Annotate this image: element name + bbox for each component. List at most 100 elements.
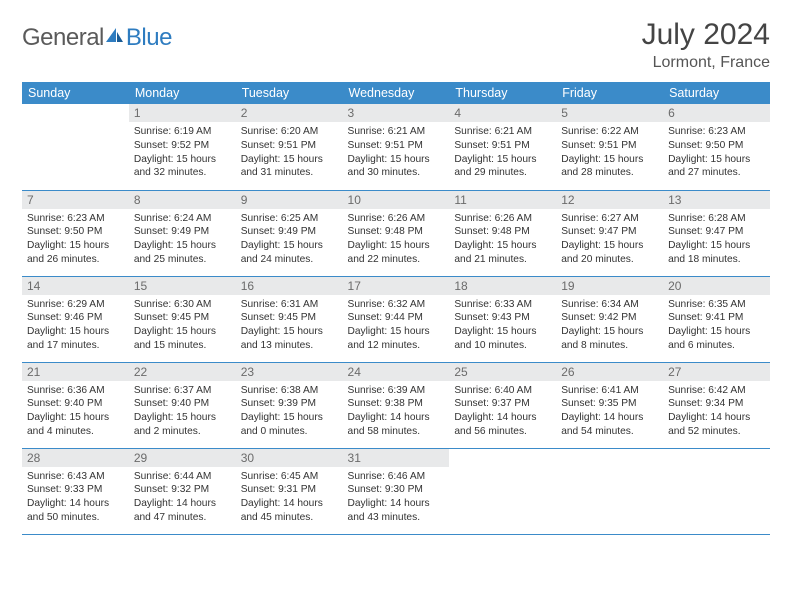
day-number: 13 — [663, 191, 770, 209]
logo-text-general: General — [22, 24, 104, 52]
calendar-day-cell: 31Sunrise: 6:46 AMSunset: 9:30 PMDayligh… — [343, 448, 450, 534]
calendar-day-cell: 12Sunrise: 6:27 AMSunset: 9:47 PMDayligh… — [556, 190, 663, 276]
day-number: 19 — [556, 277, 663, 295]
day-details: Sunrise: 6:28 AMSunset: 9:47 PMDaylight:… — [663, 209, 770, 271]
day-number: 18 — [449, 277, 556, 295]
day-details: Sunrise: 6:27 AMSunset: 9:47 PMDaylight:… — [556, 209, 663, 271]
logo-text-blue: Blue — [126, 24, 172, 52]
day-details: Sunrise: 6:22 AMSunset: 9:51 PMDaylight:… — [556, 122, 663, 184]
day-number: 28 — [22, 449, 129, 467]
day-number: 10 — [343, 191, 450, 209]
day-number: 3 — [343, 104, 450, 122]
calendar-day-cell — [663, 448, 770, 534]
weekday-header: Friday — [556, 82, 663, 104]
day-number: 7 — [22, 191, 129, 209]
day-number: 30 — [236, 449, 343, 467]
day-details: Sunrise: 6:23 AMSunset: 9:50 PMDaylight:… — [663, 122, 770, 184]
day-details: Sunrise: 6:21 AMSunset: 9:51 PMDaylight:… — [343, 122, 450, 184]
day-number — [22, 104, 129, 122]
calendar-day-cell: 22Sunrise: 6:37 AMSunset: 9:40 PMDayligh… — [129, 362, 236, 448]
logo-sail-icon — [104, 26, 124, 49]
day-number: 17 — [343, 277, 450, 295]
day-details: Sunrise: 6:40 AMSunset: 9:37 PMDaylight:… — [449, 381, 556, 443]
day-number: 8 — [129, 191, 236, 209]
day-details: Sunrise: 6:37 AMSunset: 9:40 PMDaylight:… — [129, 381, 236, 443]
weekday-header: Thursday — [449, 82, 556, 104]
calendar-day-cell: 10Sunrise: 6:26 AMSunset: 9:48 PMDayligh… — [343, 190, 450, 276]
title-block: July 2024 Lormont, France — [642, 18, 770, 72]
day-details: Sunrise: 6:19 AMSunset: 9:52 PMDaylight:… — [129, 122, 236, 184]
day-details: Sunrise: 6:29 AMSunset: 9:46 PMDaylight:… — [22, 295, 129, 357]
day-details: Sunrise: 6:43 AMSunset: 9:33 PMDaylight:… — [22, 467, 129, 529]
calendar-day-cell — [22, 104, 129, 190]
calendar-day-cell — [449, 448, 556, 534]
calendar-day-cell: 23Sunrise: 6:38 AMSunset: 9:39 PMDayligh… — [236, 362, 343, 448]
day-number: 20 — [663, 277, 770, 295]
calendar-day-cell: 24Sunrise: 6:39 AMSunset: 9:38 PMDayligh… — [343, 362, 450, 448]
day-number: 26 — [556, 363, 663, 381]
month-title: July 2024 — [642, 18, 770, 52]
calendar-week-row: 1Sunrise: 6:19 AMSunset: 9:52 PMDaylight… — [22, 104, 770, 190]
calendar-week-row: 21Sunrise: 6:36 AMSunset: 9:40 PMDayligh… — [22, 362, 770, 448]
day-number: 21 — [22, 363, 129, 381]
calendar-day-cell: 16Sunrise: 6:31 AMSunset: 9:45 PMDayligh… — [236, 276, 343, 362]
page-header: General Blue July 2024 Lormont, France — [22, 18, 770, 72]
weekday-header: Sunday — [22, 82, 129, 104]
day-details: Sunrise: 6:35 AMSunset: 9:41 PMDaylight:… — [663, 295, 770, 357]
calendar-day-cell: 19Sunrise: 6:34 AMSunset: 9:42 PMDayligh… — [556, 276, 663, 362]
day-details: Sunrise: 6:42 AMSunset: 9:34 PMDaylight:… — [663, 381, 770, 443]
calendar-body: 1Sunrise: 6:19 AMSunset: 9:52 PMDaylight… — [22, 104, 770, 534]
calendar-day-cell: 25Sunrise: 6:40 AMSunset: 9:37 PMDayligh… — [449, 362, 556, 448]
calendar-day-cell: 18Sunrise: 6:33 AMSunset: 9:43 PMDayligh… — [449, 276, 556, 362]
day-details: Sunrise: 6:36 AMSunset: 9:40 PMDaylight:… — [22, 381, 129, 443]
day-number: 25 — [449, 363, 556, 381]
day-details: Sunrise: 6:30 AMSunset: 9:45 PMDaylight:… — [129, 295, 236, 357]
day-details: Sunrise: 6:39 AMSunset: 9:38 PMDaylight:… — [343, 381, 450, 443]
day-number: 14 — [22, 277, 129, 295]
calendar-day-cell: 1Sunrise: 6:19 AMSunset: 9:52 PMDaylight… — [129, 104, 236, 190]
day-number: 4 — [449, 104, 556, 122]
day-number: 24 — [343, 363, 450, 381]
day-details: Sunrise: 6:32 AMSunset: 9:44 PMDaylight:… — [343, 295, 450, 357]
day-details: Sunrise: 6:34 AMSunset: 9:42 PMDaylight:… — [556, 295, 663, 357]
calendar-day-cell: 15Sunrise: 6:30 AMSunset: 9:45 PMDayligh… — [129, 276, 236, 362]
day-number: 27 — [663, 363, 770, 381]
calendar-day-cell: 20Sunrise: 6:35 AMSunset: 9:41 PMDayligh… — [663, 276, 770, 362]
calendar-day-cell: 26Sunrise: 6:41 AMSunset: 9:35 PMDayligh… — [556, 362, 663, 448]
day-number: 22 — [129, 363, 236, 381]
calendar-day-cell: 29Sunrise: 6:44 AMSunset: 9:32 PMDayligh… — [129, 448, 236, 534]
day-number: 9 — [236, 191, 343, 209]
day-number: 29 — [129, 449, 236, 467]
day-details: Sunrise: 6:26 AMSunset: 9:48 PMDaylight:… — [343, 209, 450, 271]
calendar-week-row: 28Sunrise: 6:43 AMSunset: 9:33 PMDayligh… — [22, 448, 770, 534]
day-number — [663, 449, 770, 467]
calendar-table: Sunday Monday Tuesday Wednesday Thursday… — [22, 82, 770, 535]
day-details: Sunrise: 6:24 AMSunset: 9:49 PMDaylight:… — [129, 209, 236, 271]
location-label: Lormont, France — [642, 54, 770, 72]
day-number — [556, 449, 663, 467]
day-details: Sunrise: 6:38 AMSunset: 9:39 PMDaylight:… — [236, 381, 343, 443]
day-details: Sunrise: 6:21 AMSunset: 9:51 PMDaylight:… — [449, 122, 556, 184]
calendar-day-cell: 5Sunrise: 6:22 AMSunset: 9:51 PMDaylight… — [556, 104, 663, 190]
calendar-day-cell: 30Sunrise: 6:45 AMSunset: 9:31 PMDayligh… — [236, 448, 343, 534]
day-number — [449, 449, 556, 467]
calendar-header-row: Sunday Monday Tuesday Wednesday Thursday… — [22, 82, 770, 104]
calendar-day-cell: 13Sunrise: 6:28 AMSunset: 9:47 PMDayligh… — [663, 190, 770, 276]
day-number: 2 — [236, 104, 343, 122]
calendar-day-cell: 6Sunrise: 6:23 AMSunset: 9:50 PMDaylight… — [663, 104, 770, 190]
weekday-header: Wednesday — [343, 82, 450, 104]
day-number: 6 — [663, 104, 770, 122]
day-details: Sunrise: 6:46 AMSunset: 9:30 PMDaylight:… — [343, 467, 450, 529]
calendar-day-cell: 11Sunrise: 6:26 AMSunset: 9:48 PMDayligh… — [449, 190, 556, 276]
weekday-header: Saturday — [663, 82, 770, 104]
weekday-header: Monday — [129, 82, 236, 104]
calendar-day-cell: 9Sunrise: 6:25 AMSunset: 9:49 PMDaylight… — [236, 190, 343, 276]
day-number: 23 — [236, 363, 343, 381]
day-number: 31 — [343, 449, 450, 467]
day-number: 16 — [236, 277, 343, 295]
day-details: Sunrise: 6:20 AMSunset: 9:51 PMDaylight:… — [236, 122, 343, 184]
day-number: 1 — [129, 104, 236, 122]
day-details: Sunrise: 6:44 AMSunset: 9:32 PMDaylight:… — [129, 467, 236, 529]
day-details: Sunrise: 6:26 AMSunset: 9:48 PMDaylight:… — [449, 209, 556, 271]
day-details: Sunrise: 6:45 AMSunset: 9:31 PMDaylight:… — [236, 467, 343, 529]
